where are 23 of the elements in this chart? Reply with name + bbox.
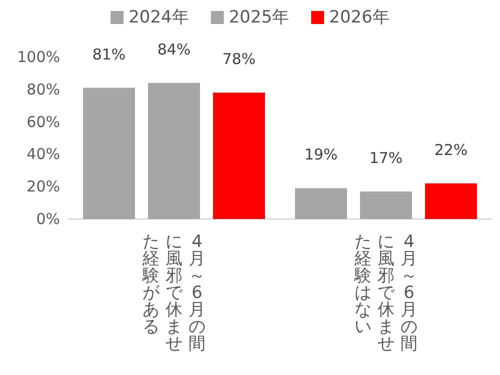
data-label: 17%: [369, 148, 403, 167]
bar: [148, 82, 200, 219]
y-tick-label: 20%: [26, 178, 60, 196]
category-label: 4月～6月の間に風邪で休ませた経験がある: [142, 232, 206, 354]
category-label: 4月～6月の間に風邪で休ませた経験はない: [354, 232, 418, 354]
data-label: 78%: [222, 50, 256, 68]
data-label: 22%: [434, 140, 468, 159]
bar: [360, 191, 412, 219]
data-label: 19%: [304, 146, 338, 164]
y-tick-label: 60%: [26, 112, 60, 131]
bar: [83, 88, 135, 219]
bar: [213, 92, 265, 219]
bar: [425, 183, 477, 219]
data-label: 84%: [157, 40, 191, 58]
legend-label: 2026年: [329, 8, 390, 28]
legend-label: 2024年: [128, 8, 189, 28]
y-tick-label: 100%: [17, 48, 60, 66]
bar: [295, 188, 347, 219]
y-tick-label: 0%: [36, 210, 60, 228]
legend-label: 2025年: [228, 8, 290, 28]
data-label: 81%: [92, 45, 126, 64]
y-tick-label: 40%: [26, 145, 60, 164]
y-tick-label: 80%: [26, 80, 60, 98]
